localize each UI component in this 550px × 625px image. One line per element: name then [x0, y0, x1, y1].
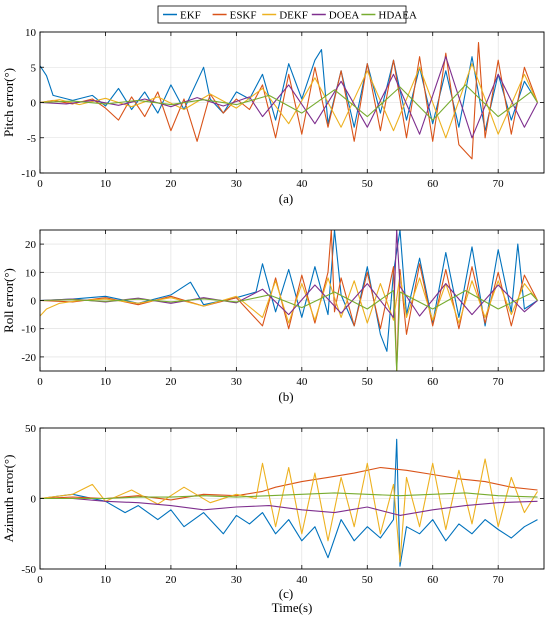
x-tick-label: 60: [427, 376, 439, 388]
x-axis-label: Time(s): [272, 600, 313, 615]
x-tick-label: 0: [37, 574, 43, 586]
series-line-hdaea: [40, 84, 538, 121]
series-line-eskf: [40, 466, 538, 501]
series-line-ekf: [40, 438, 538, 567]
y-tick-label: 10: [25, 27, 37, 39]
y-tick-label: 50: [25, 423, 37, 435]
x-tick-label: 10: [100, 376, 112, 388]
x-tick-label: 30: [231, 574, 243, 586]
legend-label: DOEA: [329, 10, 360, 22]
legend-label: EKF: [180, 10, 201, 22]
y-tick-label: -5: [27, 133, 37, 145]
x-tick-label: 0: [37, 376, 43, 388]
x-tick-label: 50: [362, 376, 374, 388]
legend-label: DEKF: [279, 10, 308, 22]
x-tick-label: 40: [296, 574, 308, 586]
y-tick-label: -50: [21, 564, 36, 576]
series-line-doea: [40, 230, 538, 318]
x-tick-label: 40: [296, 376, 308, 388]
y-tick-label: 0: [31, 98, 37, 110]
x-tick-label: 10: [100, 574, 112, 586]
panel-caption: (c): [279, 586, 293, 601]
legend-label: ESKF: [230, 10, 257, 22]
x-tick-label: 50: [362, 178, 374, 190]
panel-b: 0 10 20 30 40 50 60 70 -20 -10 0 10 20 Roll error(°) (…: [1, 229, 545, 404]
y-tick-label: -10: [21, 168, 36, 180]
y-axis-label: Roll error(°): [1, 268, 16, 333]
series-line-dekf: [40, 63, 538, 139]
x-tick-label: 0: [37, 178, 43, 190]
x-tick-label: 30: [231, 376, 243, 388]
x-tick-label: 60: [427, 178, 439, 190]
series-line-dekf: [40, 458, 538, 563]
panel-caption: (a): [279, 191, 293, 206]
series-line-doea: [40, 56, 538, 139]
y-tick-label: 20: [25, 239, 37, 251]
x-tick-label: 20: [165, 376, 177, 388]
series-line-hdaea: [40, 290, 538, 371]
x-tick-label: 20: [165, 574, 177, 586]
x-tick-label: 70: [493, 574, 505, 586]
y-axis-label: Pitch error(°): [1, 68, 16, 137]
x-tick-label: 10: [100, 178, 112, 190]
y-tick-label: 10: [25, 267, 37, 279]
y-tick-label: -10: [21, 324, 36, 336]
legend: EKF ESKF DEKF DOEA HDAEA: [157, 5, 417, 24]
series-line-eskf: [40, 42, 539, 160]
y-tick-label: 0: [31, 296, 37, 308]
x-tick-label: 70: [493, 178, 505, 190]
series-line-ekf: [40, 230, 538, 352]
x-tick-label: 60: [427, 574, 439, 586]
x-tick-label: 70: [493, 376, 505, 388]
y-tick-label: 0: [31, 494, 37, 506]
panel-caption: (b): [278, 389, 293, 404]
x-tick-label: 20: [165, 178, 177, 190]
legend-box: [157, 5, 407, 24]
panel-a: 0 10 20 30 40 50 60 70 -10 -5 0 5 10 Pitch error(°) (a…: [1, 27, 545, 206]
y-tick-label: -20: [21, 352, 36, 364]
x-tick-label: 40: [296, 178, 308, 190]
y-axis-label: Azimuth error(°): [1, 455, 16, 543]
y-tick-label: 5: [31, 62, 37, 74]
x-tick-label: 30: [231, 178, 243, 190]
x-tick-label: 50: [362, 574, 374, 586]
series-line-ekf: [40, 49, 538, 132]
series-line-doea: [40, 497, 538, 516]
legend-label: HDAEA: [378, 10, 417, 22]
series-line-hdaea: [40, 492, 538, 500]
